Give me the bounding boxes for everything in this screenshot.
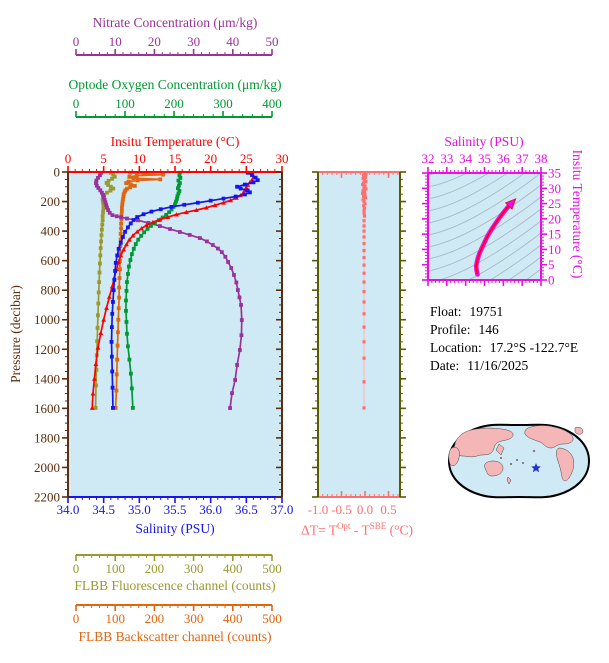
svg-text:-1.0: -1.0 [308,502,329,517]
svg-text:300: 300 [184,611,204,626]
svg-text:50: 50 [266,34,279,49]
svg-text:800: 800 [41,283,61,298]
float-info-block: Float: 19751 Profile: 146 Location: 17.2°S … [430,303,578,375]
svg-text:15: 15 [169,151,182,166]
fluorescence-axis-title: FLBB Fluorescence channel (counts) [74,578,276,593]
svg-text:200: 200 [164,96,184,111]
svg-text:32: 32 [422,151,435,166]
svg-text:0: 0 [73,561,80,576]
svg-text:200: 200 [41,194,61,209]
svg-text:10: 10 [548,242,561,257]
svg-text:25: 25 [240,151,253,166]
backscatter-axis-title: FLBB Backscatter channel (counts) [78,629,272,644]
svg-text:100: 100 [105,611,125,626]
delta-t-axis-title: ΔT= TOpt - TSBE (°C) [301,521,413,538]
svg-text:-0.5: -0.5 [331,502,352,517]
svg-text:10: 10 [109,34,122,49]
svg-text:0.5: 0.5 [380,502,396,517]
svg-text:25: 25 [548,196,561,211]
world-map [441,420,597,502]
ts-temperature-axis-title: Insitu Temperature (°C) [570,149,585,279]
date-line: Date: 11/16/2025 [430,358,529,373]
svg-text:1800: 1800 [34,430,60,445]
pressure-axis-title: Pressure (decibar) [8,285,23,383]
svg-text:400: 400 [262,96,282,111]
svg-text:500: 500 [262,611,282,626]
svg-text:30: 30 [276,151,289,166]
svg-text:5: 5 [100,151,107,166]
svg-text:36.5: 36.5 [235,502,258,517]
svg-text:200: 200 [145,611,165,626]
svg-text:40: 40 [226,34,239,49]
svg-text:100: 100 [115,96,135,111]
svg-text:20: 20 [204,151,217,166]
profile-number-line: Profile: 146 [430,322,499,337]
world-map-canvas [447,423,591,499]
svg-text:1600: 1600 [34,401,60,416]
svg-text:35.0: 35.0 [128,502,151,517]
svg-text:35: 35 [478,151,491,166]
svg-text:0: 0 [54,165,61,180]
oxygen-axis-title: Optode Oxygen Concentration (μm/kg) [68,77,282,92]
map-land [448,425,584,485]
svg-text:300: 300 [213,96,233,111]
svg-text:10: 10 [133,151,146,166]
svg-text:0: 0 [73,96,80,111]
svg-text:0: 0 [73,611,80,626]
svg-text:34.0: 34.0 [57,502,80,517]
location-line: Location: 17.2°S -122.7°E [430,340,579,355]
svg-text:30: 30 [187,34,200,49]
svg-text:5: 5 [548,257,555,272]
svg-text:37.0: 37.0 [271,502,294,517]
svg-text:600: 600 [41,253,61,268]
svg-text:200: 200 [145,561,165,576]
svg-text:20: 20 [148,34,161,49]
svg-text:30: 30 [548,181,561,196]
svg-text:500: 500 [262,561,282,576]
ts-salinity-axis-title: Salinity (PSU) [444,134,524,149]
svg-text:0: 0 [548,273,555,288]
float-position-star [531,463,541,473]
svg-text:37: 37 [516,151,530,166]
svg-text:0: 0 [73,34,80,49]
svg-text:0.0: 0.0 [357,502,373,517]
temperature-axis-title: Insitu Temperature (°C) [110,134,240,149]
svg-text:20: 20 [548,211,561,226]
svg-text:34: 34 [459,151,473,166]
svg-text:1400: 1400 [34,371,60,386]
svg-text:35.5: 35.5 [164,502,187,517]
svg-text:38: 38 [535,151,548,166]
svg-text:33: 33 [440,151,453,166]
svg-text:400: 400 [223,561,243,576]
salinity-axis-title: Salinity (PSU) [135,521,215,536]
svg-text:36.0: 36.0 [199,502,222,517]
svg-text:100: 100 [105,561,125,576]
svg-text:2200: 2200 [34,490,60,505]
svg-text:34.5: 34.5 [92,502,115,517]
svg-text:35: 35 [548,166,561,181]
svg-text:300: 300 [184,561,204,576]
float-id-line: Float: 19751 [430,304,504,319]
nitrate-axis-title: Nitrate Concentration (μm/kg) [92,15,258,30]
svg-text:2000: 2000 [34,460,60,475]
svg-text:15: 15 [548,227,561,242]
svg-text:1200: 1200 [34,342,60,357]
svg-text:36: 36 [497,151,511,166]
svg-text:400: 400 [223,611,243,626]
svg-text:1000: 1000 [34,312,60,327]
svg-text:400: 400 [41,224,61,239]
svg-text:0: 0 [65,151,72,166]
